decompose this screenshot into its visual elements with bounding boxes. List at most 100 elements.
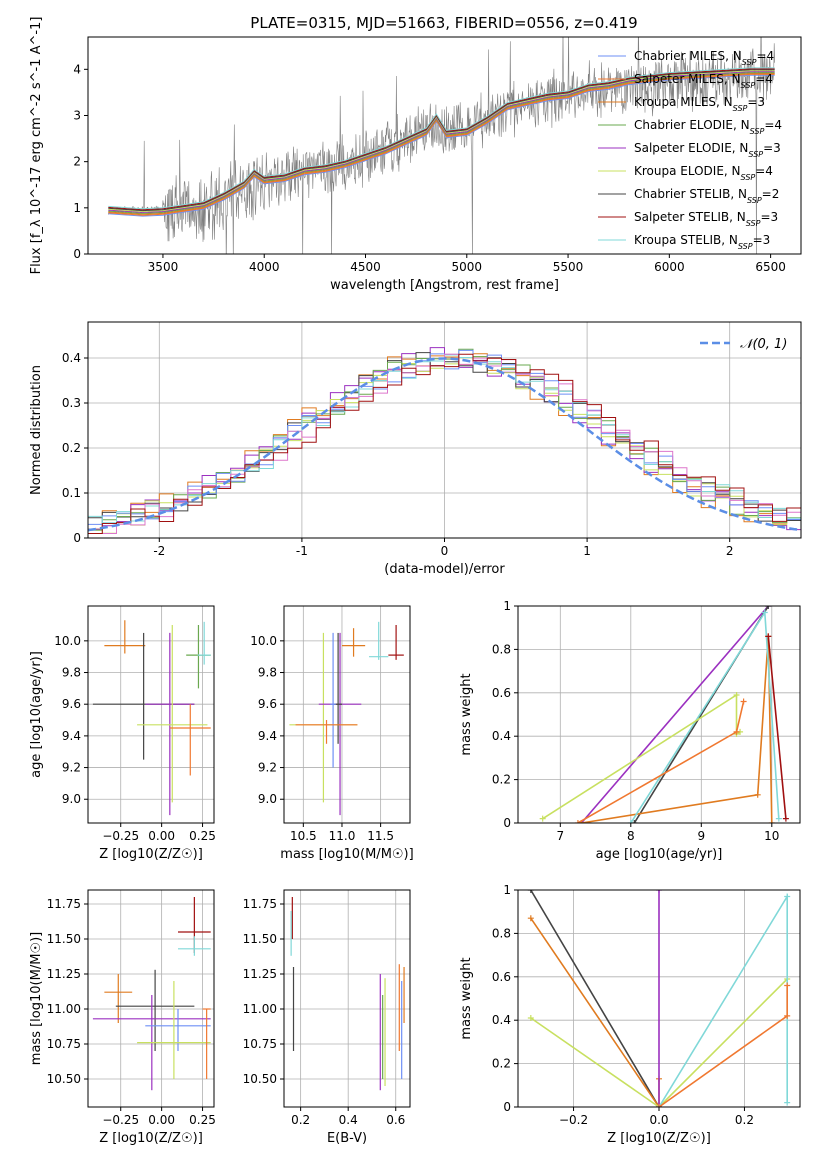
y-tick-label: 9.2 — [258, 761, 277, 775]
y-tick-label: 9.0 — [62, 792, 81, 806]
legend-label: Salpeter MILES, NSSP=4 — [634, 72, 773, 90]
x-tick-label: −0.25 — [102, 1113, 139, 1127]
y-tick-label: 0.8 — [492, 642, 511, 656]
y-tick-label: 9.8 — [62, 666, 81, 680]
y-tick-label: 0 — [503, 816, 511, 830]
legend-label: Salpeter STELIB, NSSP=3 — [634, 210, 778, 228]
y-tick-label: 0.4 — [492, 729, 511, 743]
y-tick-label: 0.6 — [492, 970, 511, 984]
data-spectrum-line — [108, 37, 775, 254]
axes-frame — [87, 605, 215, 824]
axes-frame — [87, 321, 802, 539]
x-tick-label: −0.25 — [102, 829, 139, 843]
weight-marker — [784, 1012, 791, 1019]
x-tick-label: 4500 — [350, 260, 381, 274]
weight-marker — [733, 728, 740, 735]
y-tick-label: 11.00 — [47, 1002, 81, 1016]
y-tick-label: 0 — [503, 1100, 511, 1114]
legend: 𝒩(0, 1) — [700, 337, 787, 352]
histogram-series — [88, 353, 801, 534]
axes-frame — [517, 605, 801, 824]
x-tick-label: 2 — [726, 544, 734, 558]
y-tick-label: 9.6 — [62, 697, 81, 711]
panel-weight-vs-age: 7 8 9 10 0 0.2 0.4 0.6 0.8 1 age [log10(age/yr)] ma… — [459, 599, 801, 862]
weight-line — [530, 978, 788, 1107]
y-tick-label: 9.2 — [62, 761, 81, 775]
weight-marker — [784, 982, 791, 989]
y-tick-label: 10.0 — [54, 634, 81, 648]
model-line — [108, 70, 775, 213]
x-tick-label: 0.00 — [148, 1113, 175, 1127]
y-tick-label: 11.75 — [47, 897, 81, 911]
weight-marker — [627, 820, 634, 823]
y-tick-label: 0.4 — [62, 351, 81, 365]
weight-marker — [765, 633, 772, 640]
weight-marker — [784, 893, 791, 900]
weight-line — [581, 636, 773, 823]
weight-marker — [761, 609, 768, 616]
y-axis-label: mass weight — [459, 673, 474, 755]
x-tick-label: 4000 — [249, 260, 280, 274]
weight-marker — [740, 698, 747, 705]
x-axis-label: Z [log10(Z/Z☉)] — [607, 1131, 711, 1146]
y-axis-label: age [log10(age/yr)] — [29, 651, 44, 778]
y-tick-label: 0.4 — [492, 1013, 511, 1027]
x-tick-label: 11.5 — [367, 829, 394, 843]
y-tick-label: 0 — [73, 531, 81, 545]
x-tick-label: 3500 — [148, 260, 179, 274]
histogram-series — [88, 353, 801, 534]
panel-age-vs-mass: 10.5 11.0 11.5 9.0 9.2 9.4 9.6 9.8 10.0 mass [log… — [250, 605, 414, 862]
model-line — [108, 73, 775, 216]
x-axis-label: wavelength [Angstrom, rest frame] — [330, 278, 559, 293]
x-tick-label: 8 — [627, 829, 635, 843]
x-tick-label: -1 — [296, 544, 308, 558]
y-tick-label: 9.4 — [258, 729, 277, 743]
y-axis-label: mass [log10(M/M☉)] — [29, 932, 44, 1065]
y-axis-label: mass weight — [459, 957, 474, 1039]
weight-marker — [539, 815, 546, 822]
y-tick-label: 11.00 — [243, 1002, 277, 1016]
legend-label: Kroupa STELIB, NSSP=3 — [634, 233, 770, 251]
gaussian-curve — [88, 357, 801, 532]
y-tick-label: 9.0 — [258, 792, 277, 806]
plot-area — [108, 37, 775, 254]
legend-label: Chabrier ELODIE, NSSP=4 — [634, 118, 782, 136]
y-tick-label: 11.50 — [47, 932, 81, 946]
y-tick-label: 10.75 — [47, 1037, 81, 1051]
plot-area — [518, 606, 800, 823]
panel-residuals: -2 -1 0 1 2 0 0.1 0.2 0.3 0.4 (data-model)/error No… — [29, 321, 802, 577]
y-tick-label: 9.8 — [258, 666, 277, 680]
plot-area — [88, 322, 801, 538]
weight-marker — [775, 815, 782, 822]
x-axis-label: E(B-V) — [327, 1131, 367, 1146]
x-tick-label: 0 — [441, 544, 449, 558]
x-axis-label: (data-model)/error — [384, 562, 505, 577]
legend-label: 𝒩(0, 1) — [740, 337, 787, 352]
x-axis-label: Z [log10(Z/Z☉)] — [99, 1131, 203, 1146]
y-tick-label: 10.0 — [250, 634, 277, 648]
model-line — [108, 73, 775, 215]
panel-mass-vs-Z: −0.25 0.00 0.25 10.50 10.75 11.00 11.25 11.50 11… — [29, 889, 216, 1146]
weight-line — [580, 606, 769, 823]
model-line — [108, 71, 775, 213]
model-line — [108, 69, 775, 212]
weight-marker — [768, 820, 775, 823]
axes-frame — [87, 889, 215, 1108]
weight-line — [530, 917, 660, 1107]
axes-frame — [283, 889, 411, 1108]
x-tick-label: 10.5 — [290, 829, 317, 843]
figure-title: PLATE=0315, MJD=51663, FIBERID=0556, z=0… — [250, 14, 637, 32]
x-tick-label: 10 — [764, 829, 779, 843]
y-tick-label: 0.1 — [62, 486, 81, 500]
axes-frame — [517, 889, 801, 1108]
x-tick-label: −0.2 — [559, 1113, 588, 1127]
x-tick-label: 6000 — [654, 260, 685, 274]
y-tick-label: 4 — [73, 62, 81, 76]
y-tick-label: 11.25 — [47, 967, 81, 981]
y-tick-label: 11.75 — [243, 897, 277, 911]
y-tick-label: 1 — [503, 883, 511, 897]
x-tick-label: 1 — [583, 544, 591, 558]
model-line — [108, 74, 775, 217]
x-tick-label: 0.00 — [148, 829, 175, 843]
weight-line — [542, 693, 741, 820]
